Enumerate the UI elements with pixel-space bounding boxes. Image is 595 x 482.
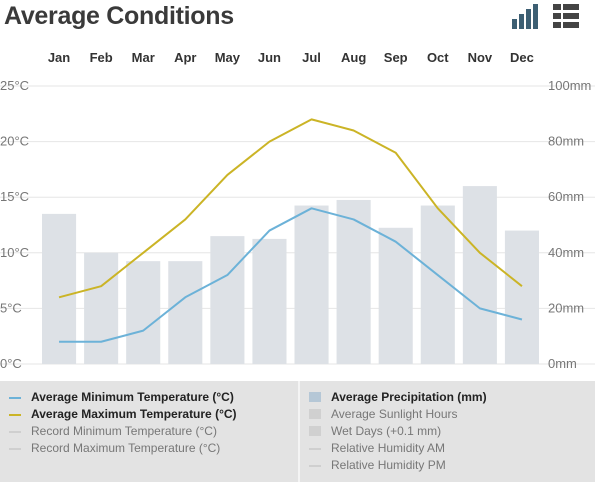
max-temperature-line (58, 118, 523, 299)
legend-swatch-line (9, 397, 21, 399)
month-label: Jul (302, 50, 321, 65)
legend-temperature: Average Minimum Temperature (°C) Average … (0, 381, 296, 482)
legend-swatch-box (309, 392, 321, 402)
precipitation-bar (504, 230, 539, 364)
legend-label: Average Sunlight Hours (331, 407, 458, 421)
month-label: May (214, 50, 241, 65)
legend-label: Wet Days (+0.1 mm) (331, 424, 442, 438)
legend-item[interactable]: Average Minimum Temperature (°C) (0, 390, 290, 406)
month-label: Nov (467, 50, 493, 65)
legend-swatch-box (309, 426, 321, 436)
month-label: Mar (131, 50, 155, 65)
month-label: Apr (174, 50, 197, 65)
y-right-tick-label: 100mm (548, 78, 591, 93)
precipitation-bar (42, 213, 77, 364)
legend-label: Record Minimum Temperature (°C) (31, 424, 217, 438)
legend-label: Average Precipitation (mm) (331, 390, 487, 404)
legend-item[interactable]: Average Sunlight Hours (300, 407, 590, 423)
legend-swatch-line (9, 431, 21, 433)
precipitation-bar (168, 261, 203, 364)
legend-item[interactable]: Average Maximum Temperature (°C) (0, 407, 290, 423)
legend-label: Record Maximum Temperature (°C) (31, 441, 221, 455)
month-label: Jan (47, 50, 71, 65)
precipitation-bar (252, 238, 287, 364)
legend-swatch-line (309, 448, 321, 450)
y-left-tick-label: 10°C (0, 245, 29, 260)
legend: Average Minimum Temperature (°C) Average … (0, 381, 595, 482)
precipitation-bar (378, 227, 413, 364)
legend-label: Relative Humidity AM (331, 441, 446, 455)
y-right-tick-label: 60mm (548, 189, 584, 204)
month-label: Feb (89, 50, 113, 65)
month-label: Jun (257, 50, 282, 65)
legend-swatch-box (309, 409, 321, 419)
min-temperature-line (59, 207, 523, 343)
y-left-tick-label: 15°C (0, 189, 29, 204)
legend-item[interactable]: Record Maximum Temperature (°C) (0, 441, 290, 457)
chart-view-icon[interactable] (510, 2, 540, 30)
y-left-tick-label: 0°C (0, 356, 22, 371)
legend-item[interactable]: Wet Days (+0.1 mm) (300, 424, 590, 440)
legend-swatch-line (9, 414, 21, 416)
chart-title: Average Conditions (4, 2, 234, 30)
y-right-tick-label: 20mm (548, 300, 584, 315)
y-right-tick-label: 40mm (548, 245, 584, 260)
legend-item[interactable]: Relative Humidity AM (300, 441, 590, 457)
y-left-tick-label: 5°C (0, 300, 22, 315)
month-label: Aug (340, 50, 367, 65)
precipitation-bar (336, 199, 371, 364)
legend-swatch-line (309, 465, 321, 467)
chart-plot: 0°C 0mm 5°C 20mm 10°C 40mm 15°C 60mm 20°C 80mm 25°… (0, 78, 595, 371)
precipitation-bar (294, 205, 329, 364)
table-view-icon[interactable] (551, 2, 581, 30)
legend-label: Average Maximum Temperature (°C) (31, 407, 237, 421)
y-left-tick-label: 20°C (0, 134, 29, 149)
legend-label: Average Minimum Temperature (°C) (31, 390, 234, 404)
y-left-tick-label: 25°C (0, 78, 29, 93)
month-label: Dec (510, 50, 534, 65)
legend-label: Relative Humidity PM (331, 458, 446, 472)
y-right-tick-label: 80mm (548, 134, 584, 149)
legend-item[interactable]: Relative Humidity PM (300, 458, 590, 474)
month-label: Oct (426, 50, 449, 65)
month-axis: Jan Feb Mar Apr May Jun Jul Aug Sep Oct Nov Dec (0, 50, 595, 68)
precipitation-bar (210, 236, 245, 364)
month-label: Sep (383, 50, 408, 65)
legend-item[interactable]: Record Minimum Temperature (°C) (0, 424, 290, 440)
precipitation-bar (84, 252, 119, 364)
legend-item[interactable]: Average Precipitation (mm) (300, 390, 590, 406)
legend-precipitation: Average Precipitation (mm) Average Sunlig… (298, 381, 595, 482)
precipitation-bar (462, 186, 497, 364)
y-right-tick-label: 0mm (548, 356, 577, 371)
precipitation-bar (126, 261, 161, 364)
legend-swatch-line (9, 448, 21, 450)
